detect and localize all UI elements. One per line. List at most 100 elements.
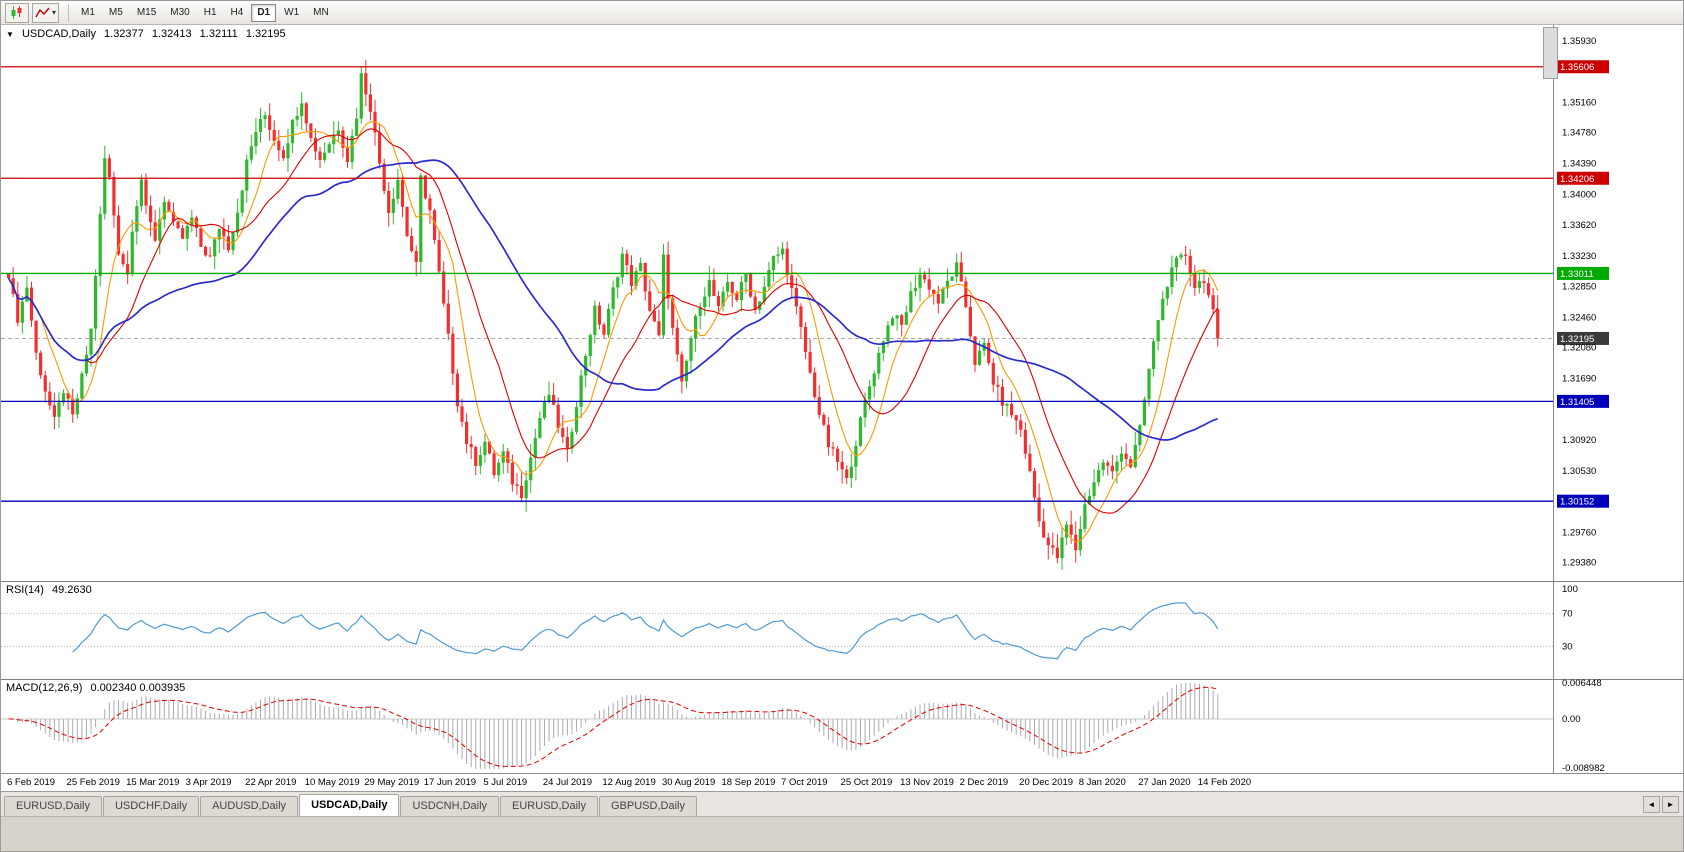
price-tick: 1.32080: [1562, 343, 1596, 354]
window-footer: [1, 816, 1683, 851]
timeframe-m5-button[interactable]: M5: [103, 4, 129, 22]
timeframe-h1-button[interactable]: H1: [198, 4, 223, 22]
price-tick: 1.33230: [1562, 251, 1596, 262]
price-tick: 1.32850: [1562, 281, 1596, 292]
date-label: 25 Feb 2019: [66, 777, 120, 788]
candlestick-series: [7, 60, 1220, 570]
date-label: 22 Apr 2019: [245, 777, 297, 788]
date-label: 6 Feb 2019: [7, 777, 56, 788]
price-tick: 1.35160: [1562, 97, 1596, 108]
date-label: 27 Jan 2020: [1138, 777, 1191, 788]
date-axis[interactable]: 6 Feb 2019 25 Feb 2019 15 Mar 2019 3 Apr 20…: [1, 773, 1683, 791]
price-badge: 1.32195: [1557, 331, 1609, 345]
price-tick: 1.34780: [1562, 128, 1596, 139]
ohlc-open: 1.32377: [104, 28, 144, 40]
date-label: 17 Jun 2019: [423, 777, 477, 788]
tab-audusd-daily[interactable]: AUDUSD,Daily: [200, 796, 299, 816]
timeframe-d1-button[interactable]: D1: [251, 3, 277, 22]
tab-usdchf-daily[interactable]: USDCHF,Daily: [102, 796, 200, 816]
ohlc-high: 1.32413: [151, 28, 192, 40]
rsi-indicator-value: 49.2630: [51, 584, 92, 596]
tab-scroll-controls: ◄ ►: [1643, 796, 1679, 813]
tabs-scroll-right-button[interactable]: ►: [1662, 796, 1679, 813]
tab-usdcnh-daily[interactable]: USDCNH,Daily: [400, 796, 500, 816]
timeframe-toolbar: M1 M5 M15 M30 H1 H4 D1 W1 MN: [75, 3, 337, 22]
date-label: 25 Oct 2019: [840, 777, 893, 788]
ohlc-low: 1.32111: [199, 28, 238, 40]
price-tick: 1.30530: [1562, 466, 1596, 477]
price-tick: 1.33620: [1562, 220, 1596, 231]
date-label: 24 Jul 2019: [542, 777, 592, 788]
timeframe-w1-button[interactable]: W1: [278, 4, 305, 22]
zigzag-icon: [35, 7, 50, 17]
date-label: 12 Aug 2019: [602, 777, 656, 788]
tab-eurusd-daily[interactable]: EURUSD,Daily: [500, 796, 598, 816]
date-label: 5 Jul 2019: [483, 777, 528, 788]
macd-histogram: [12, 683, 1219, 769]
date-label: 10 May 2019: [304, 777, 360, 788]
date-label: 15 Mar 2019: [126, 777, 180, 788]
svg-text:1.32195: 1.32195: [1560, 334, 1594, 345]
macd-signal-line: [8, 686, 1218, 767]
toolbar: ▾ M1 M5 M15 M30 H1 H4 D1 W1 MN: [1, 1, 1683, 25]
macd-axis-tick: 0.006448: [1562, 678, 1602, 689]
tab-eurusd-daily[interactable]: EURUSD,Daily: [4, 796, 102, 816]
indicators-button[interactable]: ▾: [32, 2, 60, 23]
ma-45-line: [7, 159, 1218, 441]
price-badge: 1.35606: [1557, 60, 1609, 74]
symbol-label: USDCAD,Daily: [21, 28, 96, 40]
date-label: 8 Jan 2020: [1078, 777, 1126, 788]
svg-text:1.33011: 1.33011: [1560, 269, 1594, 280]
date-label: 13 Nov 2019: [900, 777, 954, 788]
macd-label: MACD(12,26,9) 0.002340 0.003935: [6, 682, 190, 694]
timeframe-m1-button[interactable]: M1: [75, 4, 101, 22]
rsi-indicator-name: RSI(14): [6, 584, 44, 596]
price-badge: 1.33011: [1557, 266, 1609, 280]
date-label: 7 Oct 2019: [781, 777, 828, 788]
chart-canvas[interactable]: 1.35606 1.34206 1.33011 1.31405 1.30152 1.321…: [1, 25, 1684, 773]
tab-usdcad-daily[interactable]: USDCAD,Daily: [299, 794, 400, 816]
date-label: 2 Dec 2019: [959, 777, 1009, 788]
chart-tab-bar: EURUSD,Daily USDCHF,Daily AUDUSD,Daily USDC…: [1, 791, 1683, 816]
price-tick: 1.34000: [1562, 190, 1596, 201]
date-label: 3 Apr 2019: [185, 777, 232, 788]
svg-text:1.31405: 1.31405: [1560, 397, 1594, 408]
date-label: 14 Feb 2020: [1197, 777, 1252, 788]
rsi-label: RSI(14) 49.2630: [6, 584, 97, 596]
timeframe-h4-button[interactable]: H4: [225, 4, 250, 22]
vertical-scrollbar[interactable]: [1543, 27, 1558, 79]
tabs-scroll-left-button[interactable]: ◄: [1643, 796, 1660, 813]
toolbar-separator: [68, 3, 70, 22]
macd-indicator-name: MACD(12,26,9): [6, 682, 83, 694]
macd-axis-tick: -0.008982: [1562, 763, 1605, 773]
date-label: 20 Dec 2019: [1019, 777, 1074, 788]
symbol-ohlc-label: ▼ USDCAD,Daily 1.32377 1.32413 1.32111 1…: [6, 28, 291, 40]
timeframe-m30-button[interactable]: M30: [164, 4, 195, 22]
macd-axis-tick: 0.00: [1562, 714, 1581, 725]
price-tick: 1.29760: [1562, 527, 1596, 538]
price-badge: 1.30152: [1557, 494, 1609, 508]
price-tick: 1.35930: [1562, 36, 1596, 47]
date-label: 18 Sep 2019: [721, 777, 776, 788]
timeframe-m15-button[interactable]: M15: [131, 4, 162, 22]
rsi-line: [72, 602, 1219, 660]
price-tick: 1.29380: [1562, 558, 1596, 569]
chart-area: 1.35606 1.34206 1.33011 1.31405 1.30152 1.321…: [1, 25, 1684, 773]
ohlc-close: 1.32195: [245, 28, 286, 40]
tab-gbpusd-daily[interactable]: GBPUSD,Daily: [599, 796, 697, 816]
timeframe-mn-button[interactable]: MN: [307, 4, 335, 22]
price-badge: 1.34206: [1557, 171, 1609, 185]
svg-text:1.34206: 1.34206: [1560, 174, 1594, 185]
candlestick-icon: [11, 6, 22, 19]
collapse-arrow-icon[interactable]: ▼: [6, 30, 14, 39]
ma-18-line: [8, 128, 1219, 514]
rsi-axis-tick: 100: [1562, 584, 1578, 595]
chart-type-button[interactable]: [5, 2, 29, 23]
macd-indicator-values: 0.002340 0.003935: [90, 682, 186, 694]
date-label: 29 May 2019: [364, 777, 420, 788]
rsi-axis-tick: 30: [1562, 641, 1573, 652]
ma-8-line: [8, 121, 1219, 543]
price-tick: 1.31690: [1562, 374, 1596, 385]
date-label: 30 Aug 2019: [661, 777, 716, 788]
